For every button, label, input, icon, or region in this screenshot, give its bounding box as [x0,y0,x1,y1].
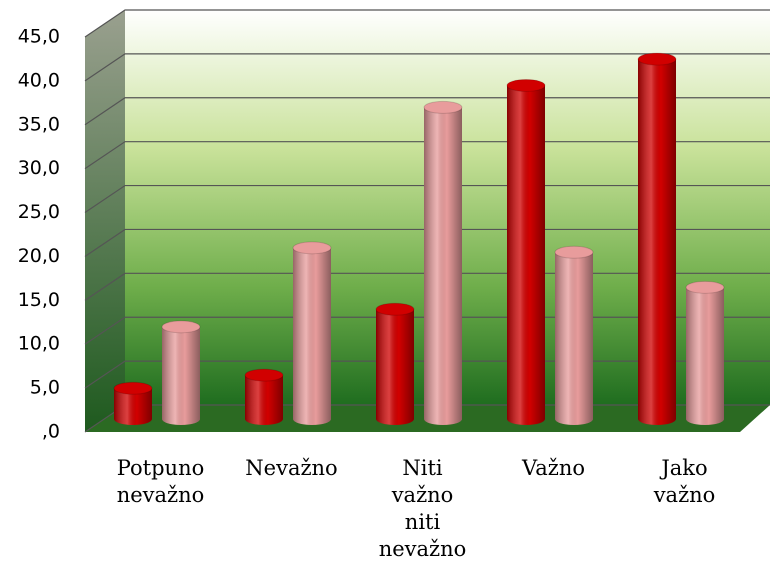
grid-line [84,97,770,126]
y-tick-label: 5,0 [30,377,60,399]
y-tick-label: 30,0 [18,157,60,179]
bar-shade [245,375,283,425]
bar-shade [555,252,593,425]
grid-line [84,53,770,82]
x-tick-label: Važno [522,456,585,480]
bar-shade [114,388,152,425]
y-tick-label: 45,0 [18,26,60,48]
y-tick-label: 40,0 [18,69,60,91]
bar-shade [376,309,414,425]
bar-shade [424,107,462,425]
bar-shade [686,287,724,425]
bar [554,245,594,425]
bar-top [292,241,332,255]
grid-line [84,9,770,38]
bar [423,100,463,425]
grid-line [84,141,770,170]
y-tick-label: 20,0 [18,245,60,267]
bar-shade [293,247,331,425]
grid-line [84,184,770,214]
y-tick-label: ,0 [42,421,60,443]
bar-top [113,381,153,395]
x-tick-label: Jako važno [653,456,716,507]
bar-top [554,245,594,259]
bar-shade [162,326,200,425]
bar-top [637,52,677,66]
bar-top [423,100,463,114]
bar-top [161,320,201,334]
side-wall [85,10,125,432]
x-tick-label: Nevažno [245,456,338,480]
bar-top [685,280,725,294]
y-tick-label: 25,0 [18,201,60,223]
bar [685,280,725,425]
bar [637,52,677,425]
y-tick-label: 10,0 [18,333,60,355]
bar-shade [507,85,545,425]
bar [506,78,546,425]
bar-top [375,302,415,316]
bar [244,368,284,425]
bar [292,241,332,425]
y-tick-label: 15,0 [18,289,60,311]
bar-top [506,78,546,92]
bar [113,381,153,425]
bar [375,302,415,425]
x-tick-label: Potpuno nevažno [116,456,205,507]
grid-line [84,228,770,257]
bar [161,320,201,425]
y-tick-label: 35,0 [18,113,60,135]
x-tick-label: Niti važno niti nevažno [378,456,467,561]
bar-top [244,368,284,382]
bar-shade [638,59,676,425]
